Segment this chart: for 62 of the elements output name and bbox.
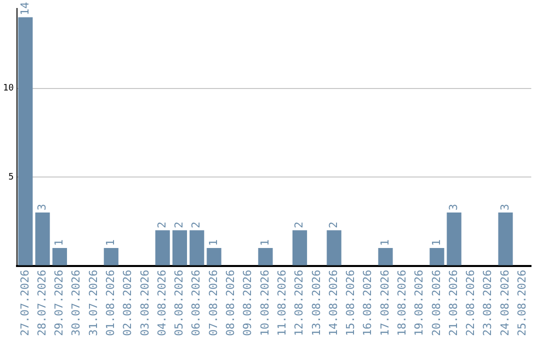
x-tick-label: 13.08.2026: [310, 270, 323, 336]
x-tick-label: 28.07.2026: [35, 270, 48, 336]
data-label: 1: [104, 239, 118, 246]
data-label: 2: [326, 222, 340, 228]
x-tick-label: 18.08.2026: [396, 270, 408, 336]
bar: [18, 17, 33, 266]
data-label: 14: [18, 2, 32, 16]
data-label: 3: [35, 204, 48, 211]
data-label: 2: [292, 222, 306, 228]
x-tick-label: 27.07.2026: [18, 270, 32, 336]
x-tick-label: 29.07.2026: [52, 270, 66, 336]
x-tick-label: 12.08.2026: [292, 270, 306, 336]
bar: [378, 248, 393, 266]
bar: [498, 212, 513, 266]
x-tick-label: 21.08.2026: [446, 270, 460, 336]
x-tick-label: 23.08.2026: [481, 270, 494, 336]
x-tick-label: 20.08.2026: [430, 270, 443, 336]
data-label: 1: [430, 239, 443, 246]
x-tick-label: 24.08.2026: [498, 270, 512, 336]
data-label: 2: [155, 222, 168, 228]
bar: [258, 248, 273, 266]
bar: [446, 212, 462, 266]
x-tick-label: 01.08.2026: [104, 270, 118, 336]
data-label: 1: [378, 239, 392, 246]
bar: [430, 248, 444, 266]
x-tick-label: 05.08.2026: [172, 270, 186, 336]
x-tick-label: 04.08.2026: [155, 270, 168, 336]
bar: [206, 248, 222, 266]
x-tick-label: 08.08.2026: [224, 270, 238, 336]
data-label: 3: [446, 204, 460, 211]
bar: [52, 248, 67, 266]
bar: [326, 230, 342, 266]
x-tick-label: 10.08.2026: [258, 270, 272, 336]
x-tick-label: 03.08.2026: [138, 270, 152, 336]
x-tick-label: 25.08.2026: [516, 270, 529, 336]
x-tick-label: 11.08.2026: [275, 270, 288, 336]
data-label: 1: [52, 239, 66, 246]
data-label: 1: [258, 239, 272, 246]
x-tick-label: 19.08.2026: [412, 270, 426, 336]
bar: [292, 230, 308, 266]
bar: [172, 230, 188, 266]
x-tick-label: 09.08.2026: [241, 270, 254, 336]
x-tick-label: 22.08.2026: [464, 270, 478, 336]
bar: [35, 212, 50, 266]
data-label: 2: [190, 222, 203, 228]
bar: [104, 248, 118, 266]
x-tick-label: 15.08.2026: [344, 270, 358, 336]
bar: [155, 230, 170, 266]
x-tick-label: 07.08.2026: [206, 270, 220, 336]
x-tick-label: 16.08.2026: [361, 270, 374, 336]
x-tick-label: 06.08.2026: [190, 270, 203, 336]
data-label: 2: [172, 222, 186, 228]
x-tick-label: 31.07.2026: [86, 270, 100, 336]
y-tick-label: 10: [2, 84, 14, 94]
x-tick-label: 02.08.2026: [121, 270, 134, 336]
x-tick-label: 14.08.2026: [326, 270, 340, 336]
x-tick-label: 30.07.2026: [70, 270, 83, 336]
data-label: 3: [498, 204, 512, 211]
y-tick-label: 5: [8, 172, 14, 182]
x-tick-label: 17.08.2026: [378, 270, 392, 336]
bar: [190, 230, 204, 266]
data-label: 1: [206, 239, 220, 246]
